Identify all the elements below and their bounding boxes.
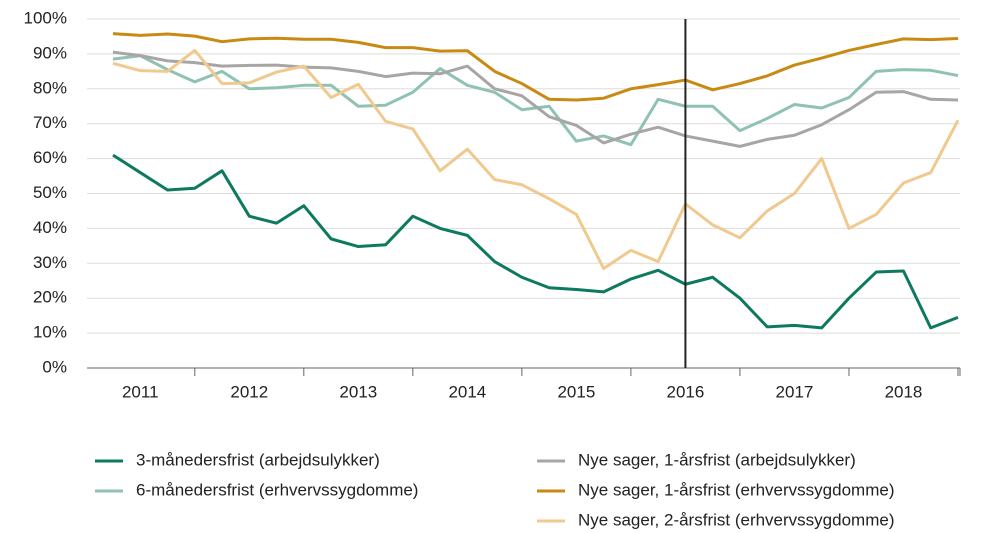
x-tick-label: 2012	[230, 382, 268, 401]
x-tick-label: 2013	[339, 382, 377, 401]
y-tick-label: 70%	[33, 113, 67, 132]
x-tick-label: 2017	[776, 382, 814, 401]
legend-label: 6-månedersfrist (erhvervssygdomme)	[136, 480, 418, 499]
y-tick-label: 100%	[24, 8, 67, 27]
legend-label: 3-månedersfrist (arbejdsulykker)	[136, 450, 380, 469]
legend-label: Nye sager, 1-årsfrist (arbejdsulykker)	[578, 450, 856, 469]
legend-label: Nye sager, 1-årsfrist (erhvervssygdomme)	[578, 480, 894, 499]
x-tick-label: 2015	[557, 382, 595, 401]
x-tick-label: 2014	[448, 382, 486, 401]
x-tick-label: 2018	[885, 382, 923, 401]
y-tick-label: 40%	[33, 218, 67, 237]
y-tick-label: 90%	[33, 43, 67, 62]
y-tick-label: 0%	[42, 357, 67, 376]
y-tick-label: 30%	[33, 253, 67, 272]
legend-label: Nye sager, 2-årsfrist (erhvervssygdomme)	[578, 510, 894, 529]
y-tick-label: 20%	[33, 288, 67, 307]
y-tick-label: 50%	[33, 183, 67, 202]
series-line	[112, 48, 960, 271]
series-line	[112, 153, 959, 330]
y-tick-label: 60%	[33, 148, 67, 167]
x-tick-label: 2016	[667, 382, 705, 401]
series-line	[112, 32, 959, 102]
series-line	[112, 50, 959, 148]
y-tick-label: 80%	[33, 78, 67, 97]
series-line	[112, 54, 959, 147]
x-tick-label: 2011	[122, 382, 159, 401]
y-tick-label: 10%	[33, 323, 67, 342]
